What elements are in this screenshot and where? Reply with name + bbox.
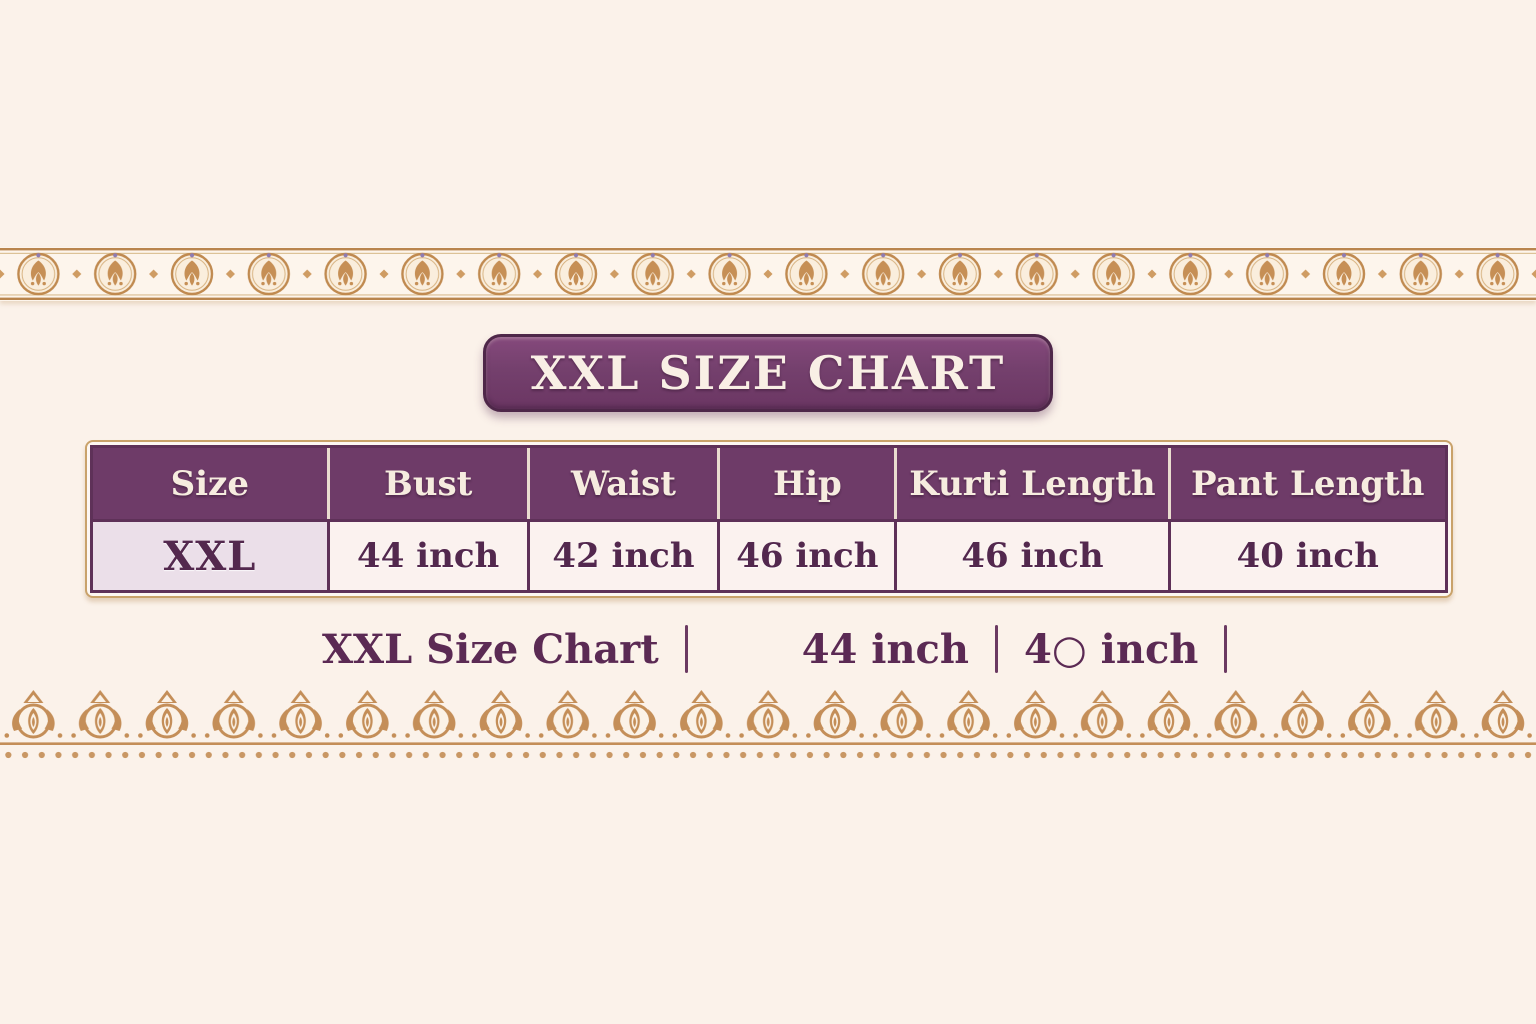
- cell-size-value: XXL: [93, 519, 330, 590]
- cell-hip-value: 46 inch: [720, 519, 898, 590]
- badge-title: XXL SIZE CHART: [530, 346, 1006, 400]
- ornament-medallion-pattern: [0, 247, 1536, 301]
- header-cell-bust: Bust: [329, 448, 530, 519]
- size-chart-badge: XXL SIZE CHART: [483, 334, 1053, 412]
- ornament-border-bottom: [0, 686, 1536, 762]
- caption-bust-value: 44 inch: [801, 625, 969, 673]
- header-cell-waist: Waist: [529, 448, 721, 519]
- header-cell-kurti-length: Kurti Length: [897, 448, 1171, 519]
- table-row: XXL 44 inch 42 inch 46 inch 46 inch 40 i…: [93, 519, 1445, 590]
- caption-separator: [684, 625, 688, 673]
- size-table: Size Bust Waist Hip Kurti Length Pant Le…: [90, 445, 1448, 593]
- ornament-border-top: [0, 247, 1536, 301]
- caption-separator: [1224, 625, 1228, 673]
- header-cell-hip: Hip: [720, 448, 898, 519]
- cell-pant-length-value: 40 inch: [1170, 519, 1445, 590]
- size-table-frame: Size Bust Waist Hip Kurti Length Pant Le…: [85, 440, 1453, 598]
- caption-title: XXL Size Chart: [322, 625, 659, 673]
- caption-separator: [995, 625, 998, 673]
- caption-line: XXL Size Chart 44 inch 4○ inch: [322, 620, 1228, 678]
- cell-waist-value: 42 inch: [529, 519, 721, 590]
- header-cell-size: Size: [93, 448, 330, 519]
- table-header-row: Size Bust Waist Hip Kurti Length Pant Le…: [93, 448, 1445, 519]
- caption-pant-value: 4○ inch: [1024, 625, 1199, 673]
- ornament-crown-pattern: [0, 686, 1536, 762]
- header-cell-pant-length: Pant Length: [1170, 448, 1445, 519]
- cell-kurti-length-value: 46 inch: [897, 519, 1171, 590]
- cell-bust-value: 44 inch: [329, 519, 530, 590]
